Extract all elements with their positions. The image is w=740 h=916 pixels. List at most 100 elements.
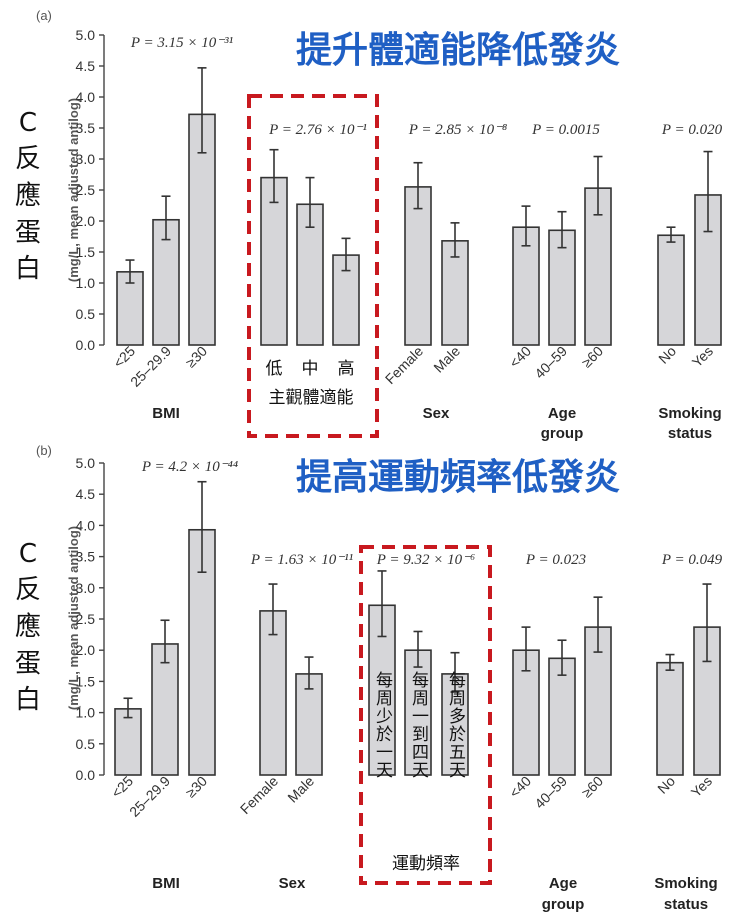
group-label: 主觀體適能 [269,388,354,408]
p-value-label: P = 1.63 × 10⁻¹¹ [250,552,354,568]
category-label: Female [237,773,281,817]
y-tick-label: 4.0 [76,89,96,105]
category-label: ≥30 [182,773,210,801]
bar [656,661,684,776]
side-label-char: 反 [15,144,41,174]
group-label: Sex [279,875,306,892]
group-label: BMI [152,875,180,892]
side-label-char: 蛋 [15,649,41,679]
bar [548,657,576,776]
y-tick-label: 2.0 [76,213,96,229]
bar [693,626,721,776]
category-label: ≥60 [578,773,606,801]
group-label: Sex [423,405,450,422]
bar [114,708,142,776]
side-label-char: C [19,539,37,569]
p-value-label: P = 9.32 × 10⁻⁶ [376,552,476,568]
y-tick-label: 3.5 [76,549,96,565]
category-label: Male [284,773,317,806]
category-label: 每周多於五天 [445,671,466,779]
y-tick-label: 1.5 [76,673,96,689]
group-label: 運動頻率 [392,854,460,874]
p-value-label: P = 0.049 [661,552,723,568]
y-tick-label: 3.0 [76,580,96,596]
y-tick-label: 0.0 [76,767,96,783]
category-label: 中 [302,359,319,379]
category-label: 40–59 [531,773,570,812]
bar [404,649,432,776]
category-label: 40–59 [531,343,570,382]
p-value-label: P = 2.76 × 10⁻¹ [268,122,367,138]
side-label-char: 應 [15,612,41,642]
group-label: status [664,896,708,913]
y-axis-label: (mg/L, mean adjusted antilog) [66,526,81,710]
y-tick-label: 4.5 [76,486,96,502]
category-label: <40 [506,343,534,371]
bar [512,649,540,776]
group-label: status [668,425,712,442]
bar [512,226,540,346]
bar [295,673,323,776]
category-label: 25–29.9 [126,773,173,820]
y-tick-label: 5.0 [76,27,96,43]
y-tick-label: 1.5 [76,244,96,260]
y-tick-label: 1.0 [76,705,96,721]
p-value-label: P = 0.020 [661,122,723,138]
category-label: Female [382,343,426,387]
category-label: <25 [108,773,136,801]
p-value-label: P = 3.15 × 10⁻³¹ [130,35,234,51]
y-axis-label: (mg/L, mean adjusted antilog) [66,98,81,282]
bar [548,229,576,346]
category-label: ≥60 [578,343,606,371]
bar [404,186,432,346]
bar [441,240,469,346]
category-label: Yes [688,773,715,800]
category-label: 低 [266,359,283,379]
highlight-box [247,94,379,438]
side-label-char: 白 [15,685,41,715]
y-tick-label: 3.0 [76,151,96,167]
y-tick-label: 2.0 [76,642,96,658]
category-label: 每周一到四天 [408,671,429,779]
category-label: 25–29.9 [127,343,174,390]
category-label: Yes [689,343,716,370]
category-label: 高 [338,359,355,379]
y-tick-label: 0.0 [76,337,96,353]
p-value-label: P = 4.2 × 10⁻⁴⁴ [141,459,238,475]
y-tick-label: 2.5 [76,611,96,627]
side-label-char: 應 [15,181,41,211]
y-tick-label: 1.0 [76,275,96,291]
p-value-label: P = 0.0015 [531,122,600,138]
y-tick-label: 3.5 [76,120,96,136]
y-tick-label: 0.5 [76,306,96,322]
side-label-char: 白 [15,254,41,284]
chart-title: 提升體適能降低發炎 [296,30,620,71]
side-label-char: C [19,108,37,138]
bar [657,234,685,346]
category-label: 每周少於一天 [372,671,393,779]
category-label: <25 [110,343,138,371]
group-label: group [542,896,585,913]
group-label: Age [549,875,577,892]
side-label-char: 蛋 [15,218,41,248]
category-label: <40 [506,773,534,801]
y-tick-label: 5.0 [76,455,96,471]
group-label: Smoking [654,875,717,892]
y-tick-label: 0.5 [76,736,96,752]
y-tick-label: 4.0 [76,517,96,533]
y-tick-label: 4.5 [76,58,96,74]
group-label: Age [548,405,576,422]
p-value-label: P = 0.023 [525,552,586,568]
bar [151,643,179,776]
p-value-label: P = 2.85 × 10⁻⁸ [408,122,508,138]
category-label: Male [430,343,463,376]
side-label-char: 反 [15,575,41,605]
panel-label: (a) [36,8,52,23]
panel-label: (b) [36,443,52,458]
group-label: BMI [152,405,180,422]
highlight-box [359,545,492,885]
category-label: ≥30 [182,343,210,371]
category-label: No [654,773,678,797]
y-tick-label: 2.5 [76,182,96,198]
